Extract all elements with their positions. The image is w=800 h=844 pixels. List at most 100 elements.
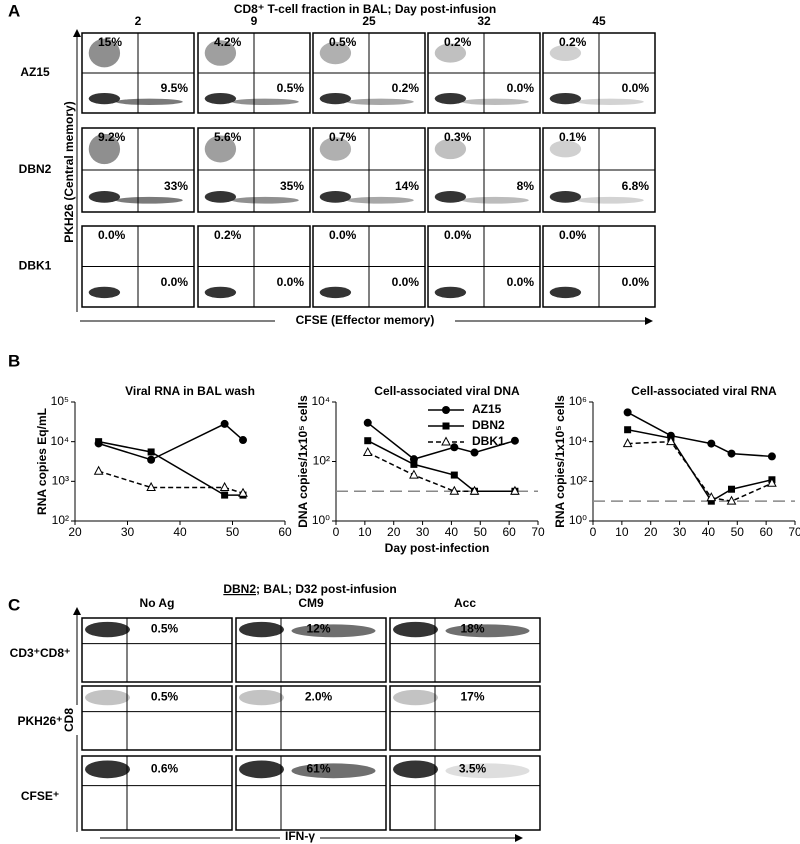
y-tick-label: 10⁴ xyxy=(568,434,587,448)
point xyxy=(364,437,372,445)
point xyxy=(728,485,736,493)
dot-cloud xyxy=(204,286,237,299)
dot-cloud xyxy=(461,98,529,106)
dot-cloud xyxy=(239,689,284,706)
dot-cloud xyxy=(319,137,352,161)
x-tick-label: 30 xyxy=(673,525,687,539)
dot-cloud xyxy=(346,196,414,204)
y-tick-label: 10² xyxy=(52,513,69,527)
percent-label: 9.5% xyxy=(161,81,189,95)
percent-label: 0.0% xyxy=(392,275,420,289)
column-label: No Ag xyxy=(140,596,175,610)
percent-label: 0.3% xyxy=(444,130,472,144)
percent-label: 0.2% xyxy=(214,228,242,242)
dot-cloud xyxy=(231,98,299,106)
column-label: Acc xyxy=(454,596,476,610)
point xyxy=(363,418,372,427)
x-tick-label: 40 xyxy=(702,525,716,539)
dot-cloud xyxy=(576,98,644,106)
dot-cloud xyxy=(393,621,438,638)
label-bg xyxy=(275,313,455,329)
percent-label: 0.0% xyxy=(161,275,189,289)
dot-cloud xyxy=(204,93,237,105)
dot-cloud xyxy=(434,93,467,105)
point xyxy=(726,495,737,505)
dot-cloud xyxy=(319,286,352,299)
legend-marker xyxy=(442,406,450,414)
chart-title: Cell-associated viral DNA xyxy=(374,384,520,398)
legend-marker xyxy=(442,422,450,430)
x-tick-label: 10 xyxy=(615,525,629,539)
point xyxy=(410,460,418,468)
row-label: DBK1 xyxy=(19,259,52,273)
x-tick-label: 0 xyxy=(333,525,340,539)
percent-label: 0.5% xyxy=(277,81,305,95)
point xyxy=(666,436,676,446)
title-part: DBN2 xyxy=(223,582,256,596)
percent-label: 18% xyxy=(460,622,484,636)
x-tick-label: 50 xyxy=(731,525,745,539)
row-label: PKH26⁺ xyxy=(17,714,62,728)
percent-label: 9.2% xyxy=(98,130,126,144)
series-line xyxy=(367,440,515,492)
y-tick-label: 10⁰ xyxy=(569,513,587,527)
dot-cloud xyxy=(576,196,644,204)
x-tick-label: 30 xyxy=(121,525,135,539)
panel-letter: A xyxy=(8,1,20,20)
dot-cloud xyxy=(204,191,237,203)
x-tick-label: 30 xyxy=(416,525,430,539)
dot-cloud xyxy=(231,196,299,204)
dot-cloud xyxy=(88,93,121,105)
point xyxy=(409,469,419,479)
legend-label: DBK1 xyxy=(472,434,505,448)
plot-frame xyxy=(235,685,387,751)
dot-cloud xyxy=(549,93,582,105)
dot-cloud xyxy=(115,196,183,204)
point xyxy=(727,449,736,458)
point xyxy=(707,439,716,448)
percent-label: 0.5% xyxy=(151,622,179,636)
percent-label: 6.8% xyxy=(622,179,650,193)
y-tick-label: 10⁵ xyxy=(51,394,69,408)
point xyxy=(510,485,520,495)
percent-label: 3.5% xyxy=(459,761,487,775)
point xyxy=(469,485,480,495)
percent-label: 8% xyxy=(517,179,535,193)
percent-label: 5.6% xyxy=(214,130,242,144)
percent-label: 0.0% xyxy=(622,275,650,289)
x-tick-label: 70 xyxy=(788,525,800,539)
dot-cloud xyxy=(85,689,130,706)
point xyxy=(93,465,104,475)
percent-label: 14% xyxy=(395,179,419,193)
point xyxy=(510,436,519,445)
x-tick-label: 40 xyxy=(173,525,187,539)
y-axis-label: CD8 xyxy=(62,708,76,732)
percent-label: 2.0% xyxy=(305,690,333,704)
percent-label: 0.0% xyxy=(559,228,587,242)
dot-cloud xyxy=(445,763,530,779)
panel-letter: B xyxy=(8,351,20,370)
point xyxy=(624,426,632,434)
percent-label: 0.5% xyxy=(151,690,179,704)
y-tick-label: 10⁰ xyxy=(312,513,330,527)
point xyxy=(95,438,103,446)
dot-cloud xyxy=(239,621,284,638)
dot-cloud xyxy=(115,98,183,106)
y-tick-label: 10⁴ xyxy=(311,394,330,408)
y-tick-label: 10⁴ xyxy=(50,434,69,448)
y-tick-label: 10⁶ xyxy=(569,394,587,408)
y-axis-label: DNA copies/1x10⁵ cells xyxy=(296,395,310,528)
column-label: 25 xyxy=(362,14,376,28)
y-axis-label: RNA copies/1x10⁵ cells xyxy=(553,395,567,528)
dot-cloud xyxy=(291,763,376,779)
series-line xyxy=(98,440,243,496)
column-label: 32 xyxy=(477,14,491,28)
percent-label: 0.5% xyxy=(329,35,357,49)
percent-label: 0.0% xyxy=(507,81,535,95)
point xyxy=(623,408,632,417)
dot-cloud xyxy=(549,45,582,61)
point xyxy=(470,448,479,457)
percent-label: 0.0% xyxy=(622,81,650,95)
x-tick-label: 70 xyxy=(531,525,545,539)
dot-cloud xyxy=(434,43,467,63)
